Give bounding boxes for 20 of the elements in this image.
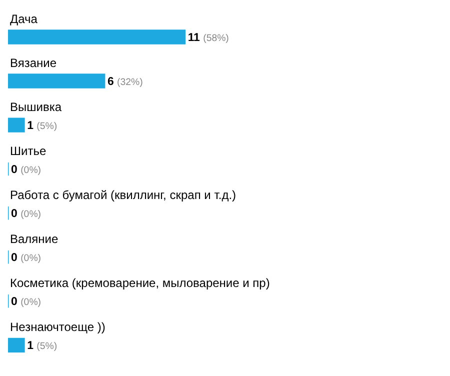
bar <box>8 118 25 132</box>
bar <box>8 338 25 353</box>
y-tick-label: Незнаючтоеще )) <box>10 320 106 334</box>
y-tick-label: Валяние <box>10 232 59 246</box>
bar <box>8 74 106 88</box>
y-tick-label: Шитье <box>10 144 46 158</box>
bar <box>8 30 186 44</box>
y-tick-label: Косметика (кремоварение, мыловарение и пр) <box>10 276 270 290</box>
y-tick-label: Вышивка <box>10 100 62 114</box>
y-tick-label: Вязание <box>10 56 57 70</box>
data-label: 0 (0%) <box>11 208 42 220</box>
data-label: 1 (5%) <box>27 120 58 132</box>
data-label: 6 (32%) <box>107 76 143 88</box>
data-label: 0 (0%) <box>11 296 42 308</box>
data-label: 1 (5%) <box>27 340 58 352</box>
data-label: 11 (58%) <box>188 32 229 44</box>
data-label: 0 (0%) <box>11 164 42 176</box>
y-tick-label: Работа с бумагой (квиллинг, скрап и т.д.) <box>10 188 236 202</box>
y-tick-label: Дача <box>10 12 38 26</box>
data-label: 0 (0%) <box>11 252 42 264</box>
